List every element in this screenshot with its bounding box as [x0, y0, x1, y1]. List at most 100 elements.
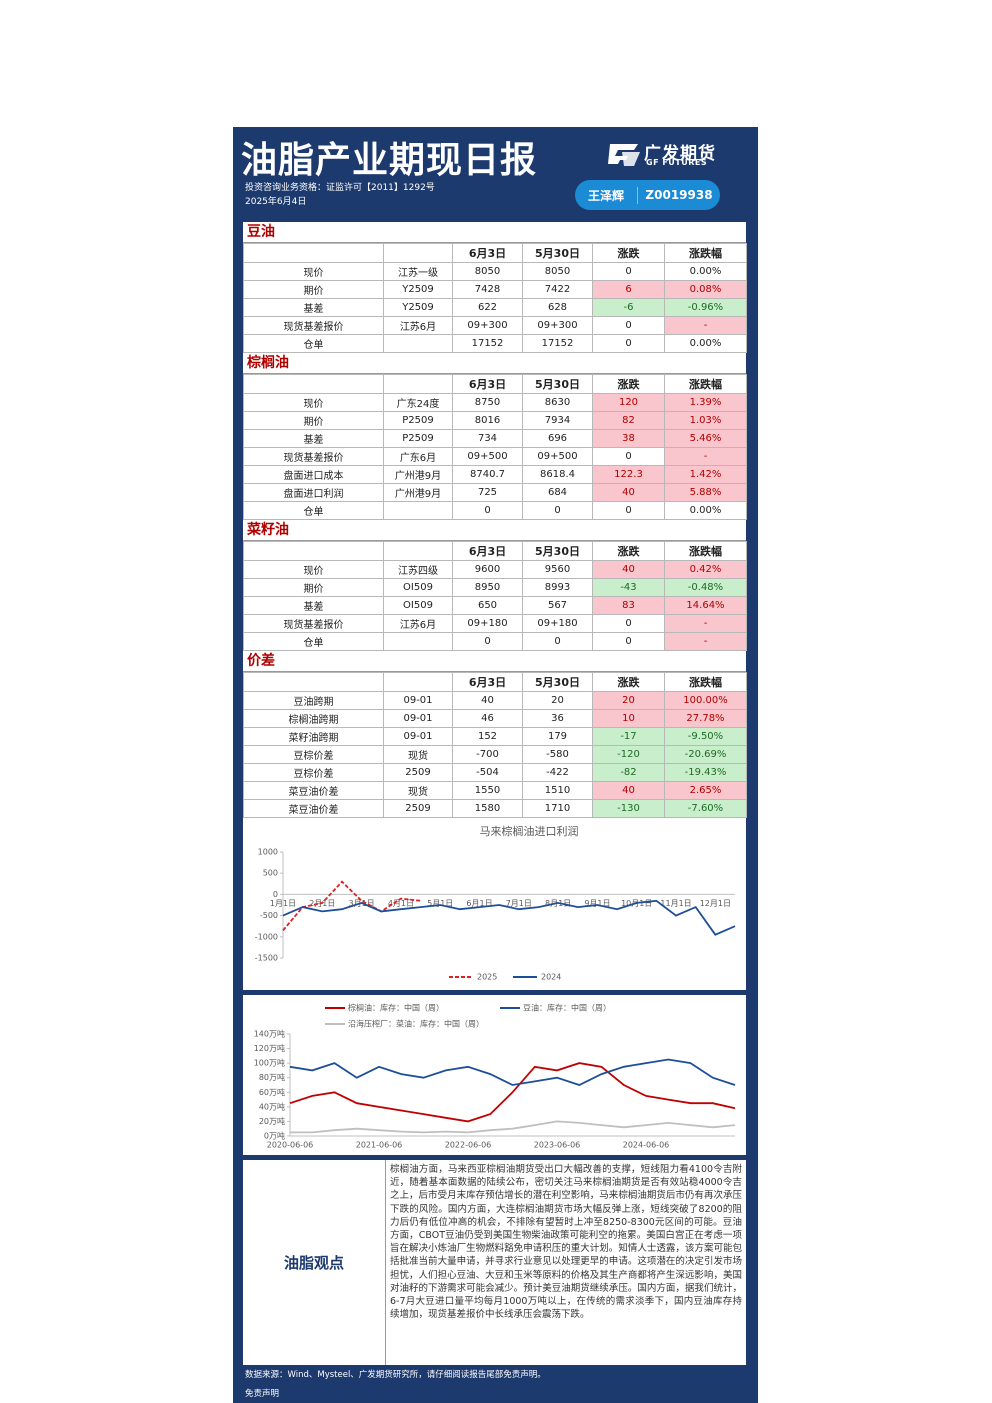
table-cell: 650 [452, 596, 523, 615]
x-tick-label: 2021-06-06 [356, 1141, 403, 1150]
table-cell: 仓单 [243, 501, 384, 520]
table-cell: -0.48% [664, 578, 747, 597]
y-tick-label: 60万吨 [259, 1087, 285, 1097]
table-cell: 0.00% [664, 501, 747, 520]
table-cell: 20 [592, 691, 665, 710]
x-tick-label: 2022-06-06 [445, 1141, 492, 1150]
table-cell: 2.65% [664, 781, 747, 800]
qualification: 投资咨询业务资格：证监许可【2011】1292号 [245, 183, 435, 193]
table-cell: 棕榈油跨期 [243, 709, 384, 728]
table-cell: 09+300 [522, 316, 593, 335]
analyst-id: Z0019938 [645, 188, 713, 202]
viewpoint: 油脂观点 棕榈油方面，马来西亚棕榈油期货受出口大幅改善的支撑，短线阻力看4100… [243, 1160, 746, 1365]
table-cell: 0 [522, 501, 593, 520]
column-header: 5月30日 [522, 374, 593, 394]
table-row: 盘面进口利润 广州港9月 725 684 40 5.88% [243, 483, 747, 502]
logo-subtext: GF FUTURES [646, 158, 708, 167]
table-cell: 1.03% [664, 411, 747, 430]
table-cell: 0 [592, 632, 665, 651]
table-cell: 27.78% [664, 709, 747, 728]
column-header: 涨跌幅 [664, 672, 747, 692]
y-tick-label: 0 [273, 890, 278, 899]
table-cell: 17152 [522, 334, 593, 353]
table-cell: 1580 [452, 799, 523, 818]
header-row: 6月3日 5月30日 涨跌 涨跌幅 [243, 541, 747, 561]
viewpoint-label: 油脂观点 [243, 1160, 386, 1365]
data-table: 6月3日 5月30日 涨跌 涨跌幅 现价 江苏四级 9600 9560 40 0.42% 期价 OI5… [243, 541, 747, 651]
table-cell: -504 [452, 763, 523, 782]
table-row: 现价 江苏一级 8050 8050 0 0.00% [243, 262, 747, 281]
y-tick-label: -1500 [255, 954, 278, 963]
table-cell: -120 [592, 745, 665, 764]
table-cell: 期价 [243, 578, 384, 597]
table-cell: 0 [592, 501, 665, 520]
y-tick-label: 40万吨 [259, 1101, 285, 1111]
table-cell: -20.69% [664, 745, 747, 764]
table-cell: -43 [592, 578, 665, 597]
x-tick-label: 5月1日 [427, 899, 453, 908]
table-cell: 菜籽油跨期 [243, 727, 384, 746]
table-row: 盘面进口成本 广州港9月 8740.7 8618.4 122.3 1.42% [243, 465, 747, 484]
table-cell: 广州港9月 [383, 483, 453, 502]
table-cell: 567 [522, 596, 593, 615]
table-cell [383, 632, 453, 651]
table-cell [383, 501, 453, 520]
table-section: 豆油 6月3日 5月30日 涨跌 涨跌幅 现价 江苏一级 8050 8050 0 0.00% 期价 Y2… [243, 222, 747, 353]
table-cell: 菜豆油价差 [243, 799, 384, 818]
header-row: 6月3日 5月30日 涨跌 涨跌幅 [243, 672, 747, 692]
table-cell: 0 [592, 316, 665, 335]
table-cell: 9600 [452, 560, 523, 579]
table-cell: 0 [592, 262, 665, 281]
header-cell [383, 672, 453, 692]
column-header: 6月3日 [452, 541, 523, 561]
table-cell [383, 334, 453, 353]
table-cell: 8740.7 [452, 465, 523, 484]
table-cell: 684 [522, 483, 593, 502]
table-cell: 0.00% [664, 262, 747, 281]
table-cell: 100.00% [664, 691, 747, 710]
table-cell: 8950 [452, 578, 523, 597]
table-cell: 8016 [452, 411, 523, 430]
table-cell: 38 [592, 429, 665, 448]
chart: 140万吨 120万吨 100万吨 80万吨 60万吨 40万吨 20万吨 0万吨2020-0… [243, 995, 746, 1155]
table-cell: 1550 [452, 781, 523, 800]
x-tick-label: 7月1日 [506, 899, 532, 908]
table-row: 现货基差报价 江苏6月 09+300 09+300 0- [243, 316, 747, 335]
table-section: 菜籽油 6月3日 5月30日 涨跌 涨跌幅 现价 江苏四级 9600 9560 40 0.42% 期价… [243, 520, 747, 651]
table-cell: 0.00% [664, 334, 747, 353]
table-cell: 7422 [522, 280, 593, 299]
x-tick-label: 2023-06-06 [534, 1141, 581, 1150]
data-table: 6月3日 5月30日 涨跌 涨跌幅 现价 广东24度 8750 8630 120 1.39% 期价 P… [243, 374, 747, 520]
y-tick-label: 100万吨 [254, 1058, 285, 1068]
table-cell: 8993 [522, 578, 593, 597]
header-row: 6月3日 5月30日 涨跌 涨跌幅 [243, 243, 747, 263]
table-cell: 622 [452, 298, 523, 317]
table-cell: 40 [452, 691, 523, 710]
table-cell: 现货基差报价 [243, 316, 384, 335]
table-cell: 09+500 [522, 447, 593, 466]
table-cell: 现货基差报价 [243, 614, 384, 633]
table-cell: 现价 [243, 560, 384, 579]
y-tick-label: 0万吨 [264, 1131, 285, 1141]
header-cell [243, 672, 384, 692]
table-cell: 盘面进口利润 [243, 483, 384, 502]
table-cell: 广州港9月 [383, 465, 453, 484]
data-table: 6月3日 5月30日 涨跌 涨跌幅 豆油跨期 09-01 40 20 20 100.00% 棕榈油跨… [243, 672, 747, 818]
table-cell: -422 [522, 763, 593, 782]
column-header: 涨跌幅 [664, 374, 747, 394]
section-title: 价差 [243, 651, 746, 672]
table-cell: 0 [592, 334, 665, 353]
header-cell [243, 374, 384, 394]
y-tick-label: 120万吨 [254, 1043, 285, 1053]
table-row: 期价 P2509 8016 7934 82 1.03% [243, 411, 747, 430]
x-tick-label: 12月1日 [700, 899, 731, 908]
table-row: 菜籽油跨期 09-01 152 179 -17 -9.50% [243, 727, 747, 746]
table-cell: 696 [522, 429, 593, 448]
table-cell: -0.96% [664, 298, 747, 317]
table-cell: 1510 [522, 781, 593, 800]
series-line [282, 899, 736, 936]
table-row: 仓单 0 0 0 0.00% [243, 501, 747, 520]
table-cell: 20 [522, 691, 593, 710]
x-tick-label: 9月1日 [584, 899, 610, 908]
header-row: 6月3日 5月30日 涨跌 涨跌幅 [243, 374, 747, 394]
